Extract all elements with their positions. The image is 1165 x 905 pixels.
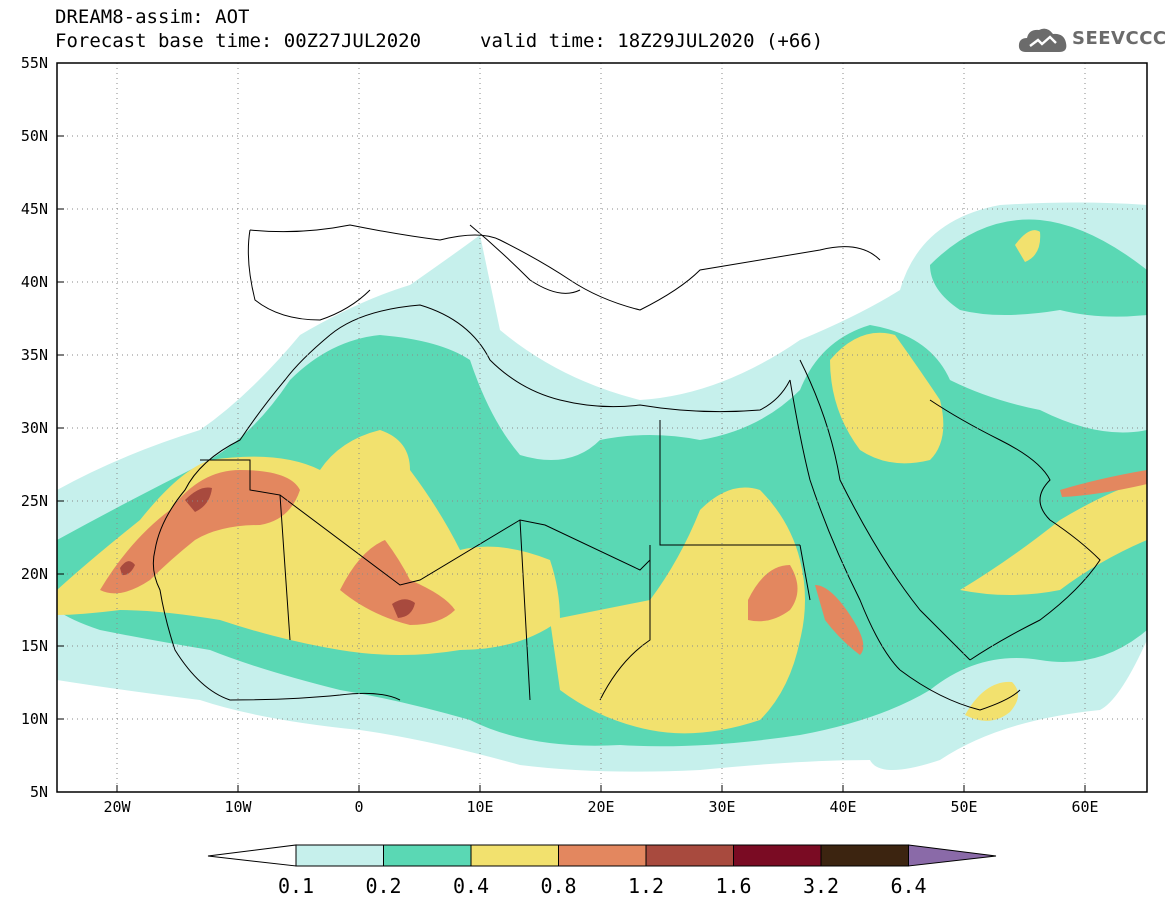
aot-region-high-central	[550, 487, 805, 734]
map-grid	[57, 63, 1147, 792]
lat-label: 15N	[21, 637, 48, 655]
aot-region-very-high-oman	[1060, 470, 1147, 497]
colorbar-label: 0.4	[453, 874, 489, 898]
aot-region-very-high-sudan	[748, 565, 798, 622]
colorbar-label: 0.8	[540, 874, 576, 898]
lon-label: 30E	[708, 798, 735, 816]
aot-region-high-gulf	[960, 480, 1147, 595]
colorbar-swatch	[383, 844, 472, 867]
colorbar-swatch	[558, 844, 647, 867]
lon-label: 20W	[103, 798, 131, 816]
lon-labels: 20W 10W 0 10E 20E 30E 40E 50E 60E	[103, 798, 1098, 816]
aot-region-extreme-2	[392, 599, 415, 618]
lon-label: 10E	[466, 798, 493, 816]
lat-label: 45N	[21, 200, 48, 218]
lon-label: 10W	[224, 798, 252, 816]
colorbar-labels: 0.1 0.2 0.4 0.8 1.2 1.6 3.2 6.4	[278, 874, 927, 898]
aot-region-very-high-redsea	[815, 585, 864, 655]
aot-region-extreme-3	[120, 561, 135, 576]
border-east-africa	[519, 519, 811, 701]
colorbar-label: 1.6	[715, 874, 751, 898]
aot-region-high-somalia	[965, 681, 1019, 721]
coastline-africa-west	[152, 334, 401, 701]
coastline-north-africa	[329, 304, 791, 413]
colorbar	[207, 844, 997, 867]
lat-label: 25N	[21, 492, 48, 510]
colorbar-label: 0.1	[278, 874, 314, 898]
coastline-red-sea	[789, 359, 971, 671]
colorbar-below-arrow	[207, 844, 297, 867]
colorbar-label: 0.2	[365, 874, 401, 898]
map-title: DREAM8-assim: AOT	[55, 6, 250, 28]
coastline-iberia	[247, 229, 371, 321]
aot-shading	[57, 202, 1147, 772]
aot-region-high-caspian	[1015, 230, 1041, 262]
forecast-base-time: Forecast base time: 00Z27JUL2020	[55, 30, 422, 52]
lat-label: 10N	[21, 710, 48, 728]
lat-label: 55N	[21, 54, 48, 72]
aot-region-extreme-1	[185, 487, 212, 512]
lat-label: 5N	[30, 783, 48, 801]
colorbar-swatch	[645, 844, 734, 867]
coastline-gulf-of-aden	[899, 669, 1021, 711]
colorbar-swatch	[470, 844, 559, 867]
lat-label: 20N	[21, 565, 48, 583]
colorbar-above-arrow	[908, 844, 997, 867]
lon-label: 0	[354, 798, 363, 816]
lat-labels: 5N 10N 15N 20N 25N 30N 35N 40N 45N 50N 5…	[21, 54, 48, 801]
colorbar-label: 3.2	[803, 874, 839, 898]
colorbar-label: 1.2	[628, 874, 664, 898]
lat-label: 50N	[21, 127, 48, 145]
lat-label: 30N	[21, 419, 48, 437]
lon-label: 20E	[587, 798, 614, 816]
lon-label: 60E	[1071, 798, 1098, 816]
aot-region-very-high-mauritania	[100, 470, 300, 594]
lat-label: 35N	[21, 346, 48, 364]
logo-text: SEEVCCC	[1072, 28, 1165, 49]
seevccc-logo: SEEVCCC	[1016, 24, 1165, 58]
colorbar-swatch	[295, 844, 384, 867]
cloud-logo-icon	[1018, 28, 1067, 52]
coastline-arabia	[929, 399, 1101, 661]
colorbar-label: 6.4	[890, 874, 926, 898]
axis-ticks	[57, 62, 1086, 792]
valid-time: valid time: 18Z29JUL2020 (+66)	[480, 30, 824, 52]
colorbar-swatch	[733, 844, 822, 867]
lon-label: 50E	[950, 798, 977, 816]
coastline-europe	[249, 224, 881, 311]
aot-region-moderate-north	[930, 219, 1147, 317]
aot-region-high-arabia	[830, 332, 944, 464]
lon-label: 40E	[829, 798, 856, 816]
coastline-italy	[469, 224, 581, 294]
lat-label: 40N	[21, 273, 48, 291]
coastlines	[152, 224, 1101, 711]
colorbar-swatch	[820, 844, 909, 867]
